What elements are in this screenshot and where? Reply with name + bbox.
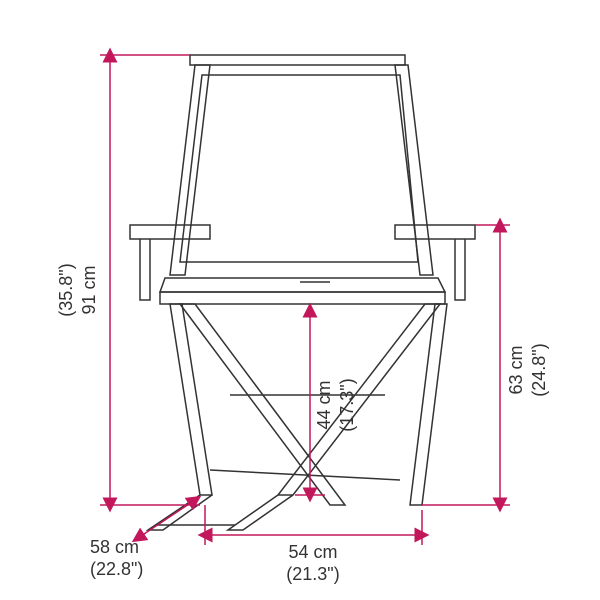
dimension-depth: 58 cm (22.8") (90, 500, 195, 579)
dim-width-in: (21.3") (286, 564, 339, 584)
dimension-seat-height: 44 cm (17.3") (295, 310, 357, 495)
dim-depth-cm: 58 cm (90, 537, 139, 557)
dim-depth-in: (22.8") (90, 559, 143, 579)
dimension-armrest-height: 63 cm (24.8") (422, 225, 549, 505)
dim-height-in: (35.8") (56, 263, 76, 316)
dimension-width: 54 cm (21.3") (205, 505, 422, 584)
dim-seat-cm: 44 cm (314, 380, 334, 429)
chair-dimension-diagram: 91 cm (35.8") 63 cm (24.8") 44 cm (17.3"… (0, 0, 600, 600)
dim-height-cm: 91 cm (79, 265, 99, 314)
dim-seat-in: (17.3") (337, 378, 357, 431)
dim-arm-cm: 63 cm (506, 345, 526, 394)
dimension-total-height: 91 cm (35.8") (56, 55, 200, 505)
dim-width-cm: 54 cm (288, 542, 337, 562)
dim-arm-in: (24.8") (529, 343, 549, 396)
chair-outline (130, 55, 475, 530)
